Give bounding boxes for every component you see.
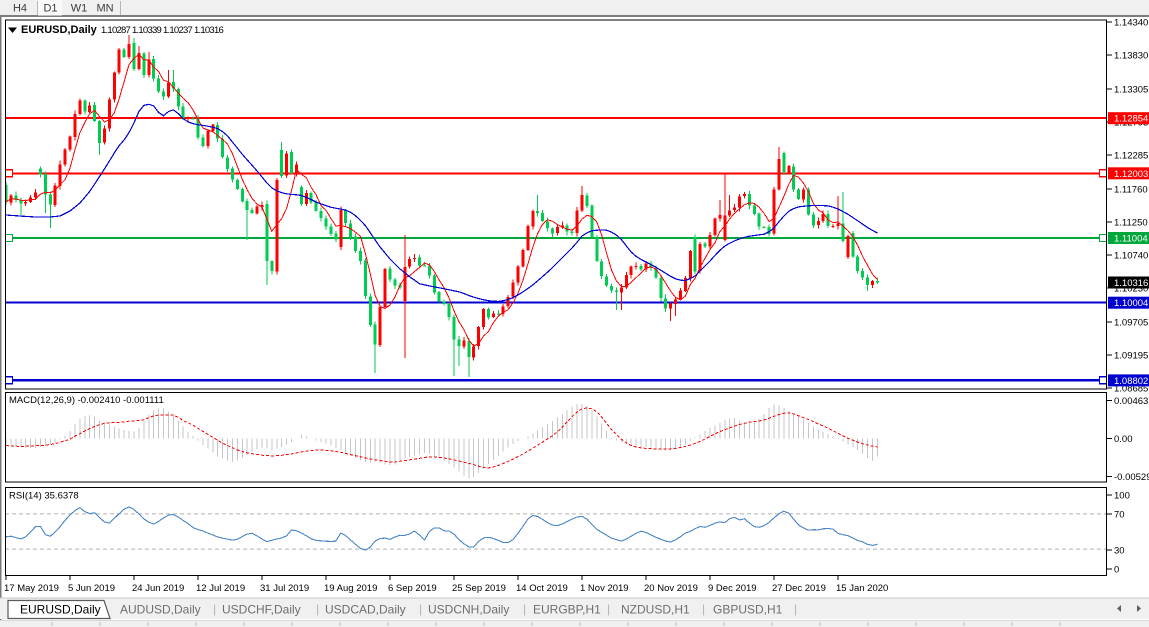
svg-text:USDCNH,Daily: USDCNH,Daily xyxy=(428,603,509,617)
svg-text:|: | xyxy=(607,602,610,616)
svg-text:-0.005295: -0.005295 xyxy=(1114,472,1149,483)
svg-text:100: 100 xyxy=(1114,491,1130,502)
svg-text:1 Nov 2019: 1 Nov 2019 xyxy=(580,583,629,594)
svg-text:25 Sep 2019: 25 Sep 2019 xyxy=(452,583,506,594)
svg-text:1.10230: 1.10230 xyxy=(1114,284,1148,295)
svg-text:27 Dec 2019: 27 Dec 2019 xyxy=(772,583,826,594)
svg-text:30: 30 xyxy=(1114,546,1125,557)
svg-text:1.13830: 1.13830 xyxy=(1114,51,1148,62)
svg-text:1.12003: 1.12003 xyxy=(1114,169,1148,180)
svg-text:0.00463: 0.00463 xyxy=(1114,396,1148,407)
svg-text:D1: D1 xyxy=(43,3,57,15)
svg-text:1.10740: 1.10740 xyxy=(1114,251,1148,262)
svg-text:5 Jun 2019: 5 Jun 2019 xyxy=(68,583,115,594)
svg-text:9 Dec 2019: 9 Dec 2019 xyxy=(708,583,757,594)
svg-text:USDCAD,Daily: USDCAD,Daily xyxy=(325,603,406,617)
svg-text:70: 70 xyxy=(1114,510,1125,521)
svg-text:1.08802: 1.08802 xyxy=(1114,376,1148,387)
svg-text:EURUSD,Daily: EURUSD,Daily xyxy=(20,603,101,617)
svg-text:RSI(14) 35.6378: RSI(14) 35.6378 xyxy=(9,491,79,502)
svg-text:0.00: 0.00 xyxy=(1114,434,1133,445)
svg-text:MN: MN xyxy=(96,3,113,15)
svg-text:15 Jan 2020: 15 Jan 2020 xyxy=(836,583,888,594)
svg-text:17 May 2019: 17 May 2019 xyxy=(4,583,59,594)
svg-text:24 Jun 2019: 24 Jun 2019 xyxy=(132,583,184,594)
svg-text:12 Jul 2019: 12 Jul 2019 xyxy=(196,583,245,594)
svg-text:1.13305: 1.13305 xyxy=(1114,85,1148,96)
svg-text:NZDUSD,H1: NZDUSD,H1 xyxy=(621,603,690,617)
svg-text:1.11760: 1.11760 xyxy=(1114,185,1148,196)
svg-text:USDCHF,Daily: USDCHF,Daily xyxy=(222,603,301,617)
svg-text:1.14340: 1.14340 xyxy=(1114,18,1148,29)
svg-text:1.11004: 1.11004 xyxy=(1114,234,1148,245)
svg-text:1.10287 1.10339 1.10237 1.1031: 1.10287 1.10339 1.10237 1.10316 xyxy=(101,25,223,36)
svg-text:6 Sep 2019: 6 Sep 2019 xyxy=(388,583,437,594)
svg-text:AUDUSD,Daily: AUDUSD,Daily xyxy=(120,603,201,617)
svg-text:|: | xyxy=(794,602,797,616)
svg-text:EURUSD,Daily: EURUSD,Daily xyxy=(21,24,98,36)
svg-text:1.11250: 1.11250 xyxy=(1114,218,1148,229)
svg-text:1.09195: 1.09195 xyxy=(1114,351,1148,362)
svg-text:H4: H4 xyxy=(13,3,27,15)
svg-text:GBPUSD,H1: GBPUSD,H1 xyxy=(713,603,783,617)
svg-text:W1: W1 xyxy=(71,3,88,15)
svg-text:EURGBP,H1: EURGBP,H1 xyxy=(533,603,601,617)
svg-text:MACD(12,26,9) -0.002410 -0.001: MACD(12,26,9) -0.002410 -0.001111 xyxy=(9,395,164,406)
svg-text:1.10316: 1.10316 xyxy=(1114,278,1148,289)
svg-text:1.09705: 1.09705 xyxy=(1114,318,1148,329)
svg-text:0: 0 xyxy=(1114,565,1119,576)
svg-text:1.10004: 1.10004 xyxy=(1114,298,1148,309)
svg-text:|: | xyxy=(213,602,216,616)
svg-text:1.12854: 1.12854 xyxy=(1114,114,1148,125)
svg-text:20 Nov 2019: 20 Nov 2019 xyxy=(644,583,698,594)
svg-text:14 Oct 2019: 14 Oct 2019 xyxy=(516,583,568,594)
svg-text:|: | xyxy=(702,602,705,616)
svg-text:31 Jul 2019: 31 Jul 2019 xyxy=(260,583,309,594)
svg-text:1.08685: 1.08685 xyxy=(1114,384,1148,395)
svg-text:19 Aug 2019: 19 Aug 2019 xyxy=(324,583,377,594)
svg-text:|: | xyxy=(523,602,526,616)
svg-text:1.12285: 1.12285 xyxy=(1114,151,1148,162)
svg-text:|: | xyxy=(419,602,422,616)
svg-text:|: | xyxy=(316,602,319,616)
